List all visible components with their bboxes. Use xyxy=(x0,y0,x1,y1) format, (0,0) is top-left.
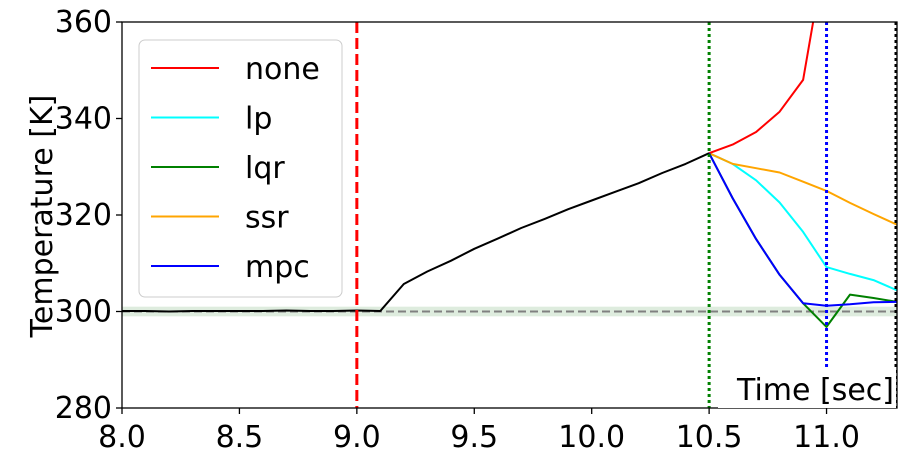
y-tick-label: 280 xyxy=(55,391,112,426)
x-axis-title-background xyxy=(718,370,896,408)
x-tick-label: 10.0 xyxy=(558,420,625,455)
series-line-none xyxy=(708,22,815,155)
legend-label-lp: lp xyxy=(245,102,272,137)
series-line-ssr xyxy=(708,152,897,226)
series-line-mpc xyxy=(708,152,897,307)
series-line-lp xyxy=(708,152,897,292)
x-tick-label: 9.5 xyxy=(450,420,498,455)
x-axis-ticks: 8.0 8.5 9.0 9.5 10.0 10.5 11.0 xyxy=(98,408,860,455)
y-tick-label: 340 xyxy=(55,102,112,137)
x-tick-label: 8.5 xyxy=(216,420,264,455)
series-lines xyxy=(122,22,897,328)
event-lines xyxy=(355,22,897,408)
x-tick-label: 8.0 xyxy=(98,420,146,455)
plot-area xyxy=(122,22,897,408)
x-axis-title-group: Time [sec] xyxy=(718,370,896,408)
legend-frame xyxy=(138,39,343,298)
legend-label-mpc: mpc xyxy=(245,250,310,285)
y-tick-label: 360 xyxy=(55,5,112,40)
history-line xyxy=(122,152,710,313)
x-tick-label: 10.5 xyxy=(676,420,743,455)
x-axis-title: Time [sec] xyxy=(736,373,894,408)
x-tick-label: 11.0 xyxy=(793,420,860,455)
legend-label-lqr: lqr xyxy=(245,151,285,186)
y-tick-label: 320 xyxy=(55,198,112,233)
x-tick-label: 9.0 xyxy=(333,420,381,455)
legend-label-ssr: ssr xyxy=(245,201,289,236)
y-axis-ticks: 280 300 320 340 360 xyxy=(55,5,122,426)
y-tick-label: 300 xyxy=(55,295,112,330)
legend: none lp lqr ssr mpc xyxy=(138,39,343,298)
series-line-lqr xyxy=(708,152,897,328)
y-axis-title: Temperature [K] xyxy=(25,95,60,339)
legend-items: none lp lqr ssr mpc xyxy=(151,52,320,285)
legend-label-none: none xyxy=(245,52,320,87)
